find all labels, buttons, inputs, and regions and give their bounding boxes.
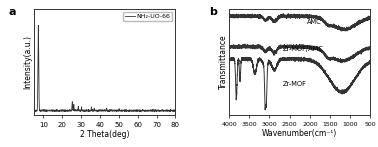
- Y-axis label: Transmittance: Transmittance: [219, 34, 228, 89]
- Text: a: a: [9, 7, 16, 17]
- Text: Zr-MOF/AMC: Zr-MOF/AMC: [283, 46, 324, 52]
- X-axis label: Wavenumber(cm⁻¹): Wavenumber(cm⁻¹): [262, 129, 338, 138]
- Legend: NH₂-UO-66: NH₂-UO-66: [123, 12, 172, 21]
- Text: b: b: [209, 7, 217, 17]
- Text: Zr-MOF: Zr-MOF: [283, 81, 307, 87]
- Y-axis label: Intensity(a.u.): Intensity(a.u.): [24, 35, 33, 89]
- Text: AMC: AMC: [307, 19, 322, 25]
- X-axis label: 2 Theta(deg): 2 Theta(deg): [80, 130, 129, 139]
